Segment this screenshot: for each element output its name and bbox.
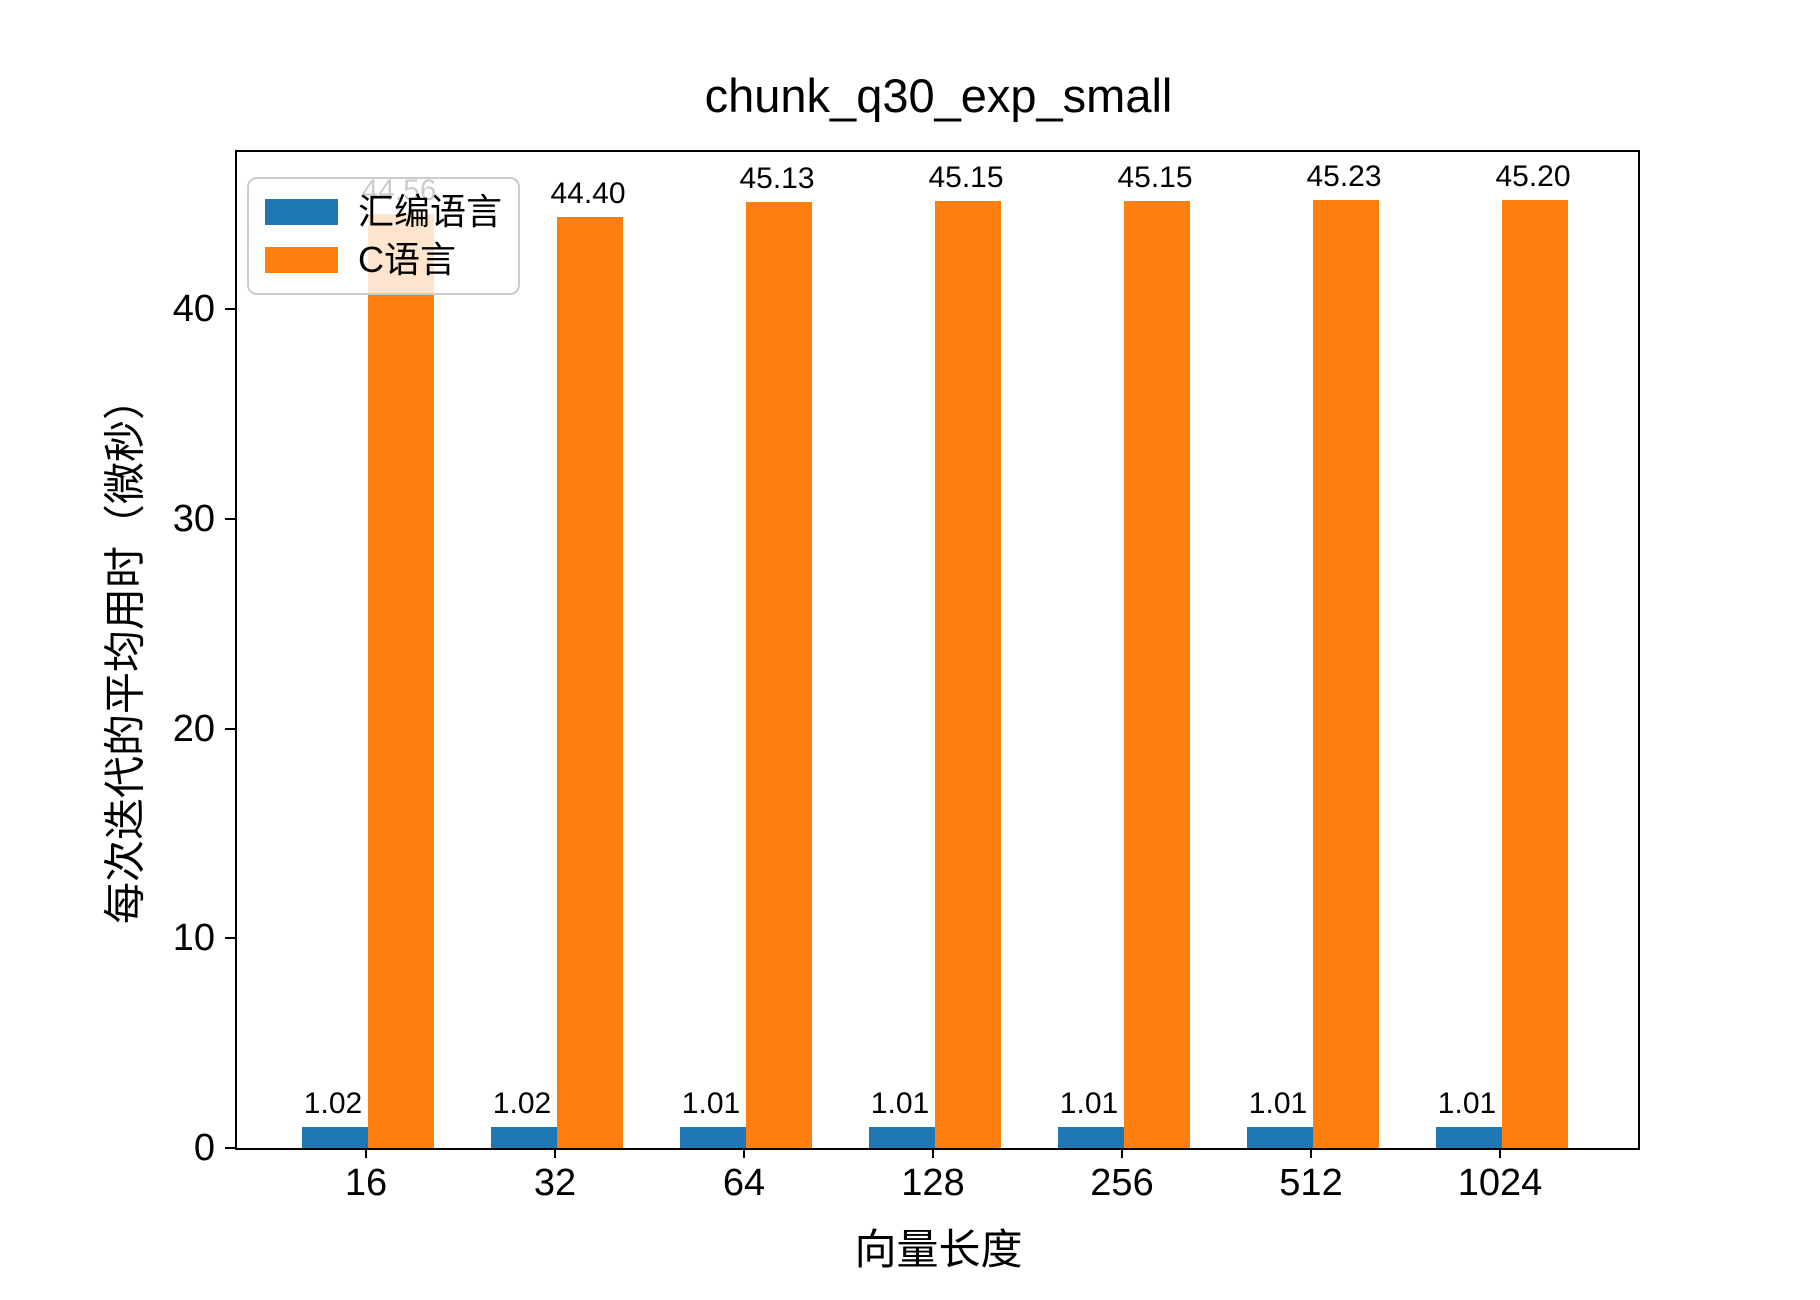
bar-value-label-c-256: 45.15: [1117, 161, 1193, 195]
plot-area: [235, 150, 1640, 1150]
x-tick-label: 64: [722, 1162, 766, 1204]
bar-value-label-c-512: 45.23: [1306, 159, 1382, 193]
x-tick-label: 16: [344, 1162, 388, 1204]
y-tick-label: 10: [172, 917, 215, 960]
bar-value-label-asm-64: 1.01: [681, 1086, 741, 1120]
bar-asm-256: [1058, 1126, 1124, 1148]
y-tick-mark: [225, 308, 235, 311]
legend: 汇编语言 C语言: [247, 177, 520, 295]
y-tick-mark: [225, 517, 235, 520]
y-tick-label: 30: [172, 497, 215, 540]
legend-item-asm: 汇编语言: [265, 192, 518, 232]
bar-value-label-c-64: 45.13: [739, 161, 815, 195]
bar-value-label-asm-32: 1.02: [492, 1086, 552, 1120]
x-tick-label: 512: [1279, 1162, 1343, 1204]
bar-asm-128: [869, 1126, 935, 1148]
y-tick-mark: [225, 937, 235, 940]
bar-value-label-asm-512: 1.01: [1248, 1086, 1308, 1120]
bar-c-64: [746, 201, 812, 1148]
bar-asm-512: [1247, 1126, 1313, 1148]
bar-value-label-asm-1024: 1.01: [1437, 1086, 1497, 1120]
x-tick-mark: [932, 1148, 934, 1158]
legend-swatch-asm: [265, 198, 338, 225]
bar-asm-16: [302, 1126, 368, 1148]
bar-c-1024: [1502, 200, 1568, 1148]
bar-value-label-c-1024: 45.20: [1495, 160, 1571, 194]
x-tick-mark: [1310, 1148, 1312, 1158]
y-tick-mark: [225, 727, 235, 730]
bar-c-32: [557, 217, 623, 1148]
x-axis-label: 向量长度: [854, 1226, 1023, 1273]
bar-c-512: [1313, 199, 1379, 1148]
bar-asm-32: [491, 1126, 557, 1148]
legend-label-c: C语言: [358, 239, 456, 281]
legend-item-c: C语言: [265, 240, 518, 280]
y-tick-label: 20: [172, 707, 215, 750]
y-axis-label: 每次迭代的平均用时（微秒）: [101, 377, 149, 925]
x-tick-mark: [743, 1148, 745, 1158]
bar-value-label-asm-16: 1.02: [303, 1086, 363, 1120]
bar-value-label-c-128: 45.15: [928, 161, 1004, 195]
x-tick-mark: [1499, 1148, 1501, 1158]
chart-title: chunk_q30_exp_small: [704, 69, 1173, 122]
y-tick-label: 40: [172, 288, 215, 331]
bar-asm-64: [680, 1126, 746, 1148]
bar-value-label-asm-256: 1.01: [1059, 1086, 1119, 1120]
x-tick-mark: [365, 1148, 367, 1158]
x-tick-label: 128: [901, 1162, 965, 1204]
bar-value-label-asm-128: 1.01: [870, 1086, 930, 1120]
bar-value-label-c-32: 44.40: [550, 177, 626, 210]
x-tick-label: 1024: [1457, 1162, 1543, 1204]
x-tick-mark: [1121, 1148, 1123, 1158]
x-tick-mark: [554, 1148, 556, 1158]
y-tick-label: 0: [193, 1127, 215, 1169]
bar-c-16: [368, 213, 434, 1148]
x-tick-label: 32: [533, 1162, 577, 1204]
legend-swatch-c: [265, 247, 338, 274]
bar-c-256: [1124, 201, 1190, 1148]
bar-asm-1024: [1436, 1126, 1502, 1148]
x-tick-label: 256: [1090, 1162, 1154, 1204]
legend-label-asm: 汇编语言: [358, 190, 503, 232]
bar-c-128: [935, 201, 1001, 1148]
y-tick-mark: [225, 1147, 235, 1149]
